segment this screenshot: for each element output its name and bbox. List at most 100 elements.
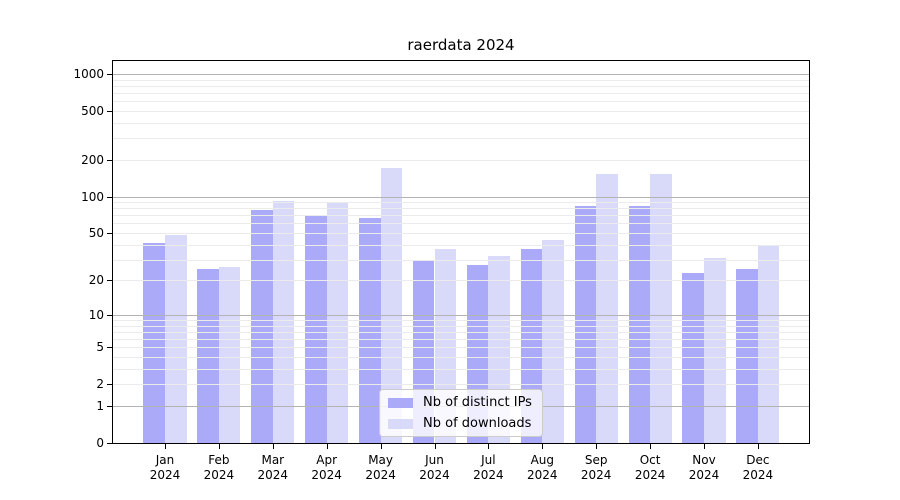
gridline-minor	[113, 280, 809, 282]
y-tick	[106, 443, 113, 444]
y-tick-label: 100	[81, 189, 104, 204]
bar-downloads-may	[380, 168, 403, 443]
x-tick-label: Sep 2024	[580, 453, 612, 482]
y-tick-label: 0	[96, 436, 104, 450]
x-tick	[326, 443, 328, 449]
bar-downloads-mar	[272, 200, 295, 443]
x-tick-label: May 2024	[365, 453, 396, 482]
x-tick	[488, 443, 490, 449]
bar-distinct-ips-feb	[197, 268, 219, 443]
gridline-minor	[113, 110, 809, 112]
x-tick-label: Feb 2024	[203, 453, 235, 482]
legend: Nb of distinct IPs Nb of downloads	[379, 389, 543, 437]
gridline-minor	[113, 339, 809, 341]
y-tick-label: 200	[81, 152, 104, 167]
legend-label-downloads: Nb of downloads	[423, 416, 532, 431]
x-tick-label: Jan 2024	[149, 453, 181, 482]
y-tick-label: 20	[88, 273, 104, 288]
y-tick-label: 50	[88, 225, 104, 240]
bar-downloads-oct	[650, 173, 672, 443]
bar-distinct-ips-oct	[628, 205, 651, 443]
gridline-minor	[113, 79, 809, 81]
gridline-minor	[113, 85, 809, 87]
gridline-minor	[113, 347, 809, 349]
gridline-minor	[113, 93, 809, 95]
bar-downloads-aug	[542, 239, 564, 443]
legend-item-downloads: Nb of downloads	[388, 413, 534, 434]
bar-distinct-ips-jan	[143, 243, 165, 443]
bar-downloads-jan	[165, 235, 187, 443]
x-tick	[542, 443, 544, 449]
bar-downloads-dec	[757, 244, 780, 443]
gridline-minor	[113, 122, 809, 124]
y-tick-label: 500	[81, 103, 104, 118]
legend-label-distinct-ips: Nb of distinct IPs	[423, 395, 532, 410]
bar-distinct-ips-apr	[305, 214, 327, 443]
y-tick	[106, 196, 113, 198]
gridline-minor	[113, 101, 809, 103]
x-tick	[704, 443, 705, 449]
legend-swatch-distinct-ips	[388, 397, 413, 408]
y-tick-label: 10	[88, 307, 104, 322]
gridline-minor	[113, 232, 809, 234]
gridline-minor	[113, 215, 809, 217]
gridline-minor	[113, 325, 809, 327]
x-tick	[596, 443, 598, 449]
x-tick	[757, 443, 759, 449]
bar-downloads-feb	[218, 266, 241, 443]
x-tick	[218, 443, 220, 449]
y-tick-label: 1	[96, 398, 104, 413]
bar-distinct-ips-may	[359, 218, 381, 443]
x-tick	[434, 443, 436, 449]
gridline-minor	[113, 368, 809, 370]
gridline-minor	[113, 159, 809, 161]
gridline-minor	[113, 384, 809, 386]
gridline-minor	[113, 208, 809, 210]
x-tick	[272, 443, 274, 449]
x-tick	[380, 443, 382, 449]
y-tick	[106, 314, 113, 316]
gridline-major	[113, 196, 809, 198]
gridline-minor	[113, 138, 809, 140]
y-tick	[106, 405, 113, 407]
plot-area	[113, 61, 809, 443]
gridline-minor	[113, 259, 809, 261]
gridline-minor	[113, 357, 809, 359]
gridline-minor	[113, 331, 809, 333]
gridline-minor	[113, 202, 809, 204]
y-tick-label: 5	[96, 340, 104, 355]
x-tick-label: Dec 2024	[742, 453, 774, 482]
bar-distinct-ips-sep	[574, 205, 597, 443]
x-tick	[650, 443, 652, 449]
y-tick	[106, 159, 113, 161]
gridline-minor	[113, 320, 809, 322]
gridline-major	[113, 74, 809, 75]
gridline-major	[113, 314, 809, 316]
gridline-minor	[113, 223, 809, 225]
gridline-minor	[113, 244, 809, 246]
legend-item-distinct-ips: Nb of distinct IPs	[388, 392, 534, 413]
bar-distinct-ips-dec	[736, 268, 758, 443]
bar-downloads-sep	[596, 173, 618, 443]
chart-title: raerdata 2024	[407, 36, 515, 54]
y-tick-label: 1000	[73, 67, 104, 81]
x-tick-label: Nov 2024	[688, 453, 720, 482]
y-tick	[106, 232, 113, 234]
y-tick	[106, 280, 113, 282]
x-tick-label: Aug 2024	[527, 453, 558, 482]
x-tick-label: Oct 2024	[634, 453, 666, 482]
y-tick	[106, 384, 113, 386]
x-tick-label: Mar 2024	[257, 453, 289, 482]
x-tick-label: Jun 2024	[419, 453, 450, 482]
x-tick-label: Jul 2024	[473, 453, 504, 482]
y-tick	[106, 347, 113, 349]
y-tick	[106, 74, 113, 75]
legend-swatch-downloads	[388, 418, 413, 429]
bar-distinct-ips-nov	[682, 273, 704, 443]
bar-downloads-apr	[326, 202, 349, 443]
y-tick-label: 2	[96, 377, 104, 392]
y-tick	[106, 110, 113, 112]
x-tick-label: Apr 2024	[311, 453, 342, 482]
x-tick	[165, 443, 166, 449]
